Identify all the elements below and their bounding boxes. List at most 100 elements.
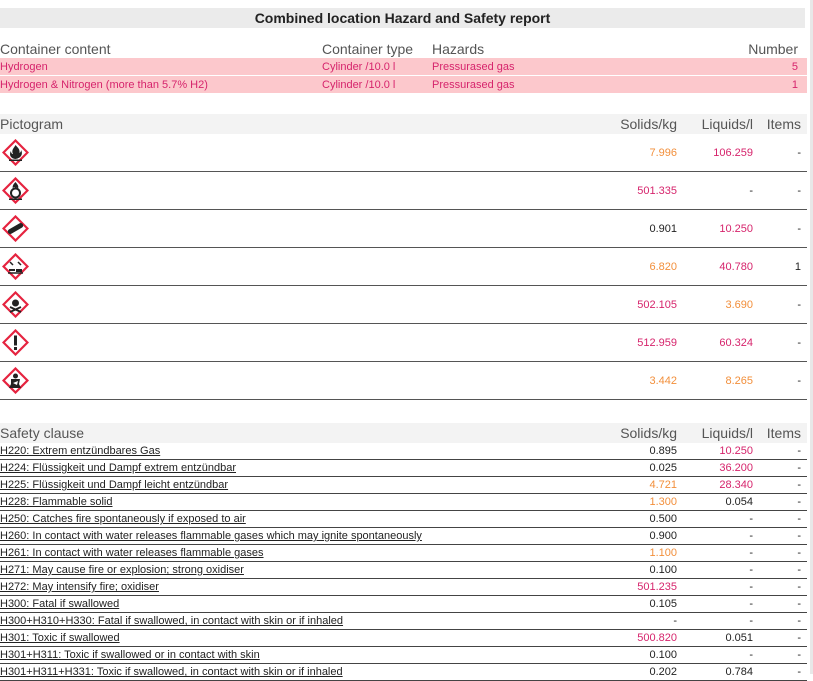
- safety-row: H301+H311: Toxic if swallowed or in cont…: [0, 647, 807, 664]
- safety-solids: 0.895: [649, 445, 677, 457]
- corrosion-icon: [1, 252, 30, 281]
- container-type: Cylinder /10.0 l: [322, 60, 396, 73]
- container-hazard: Pressurased gas: [432, 60, 515, 73]
- safety-solids: 0.100: [649, 564, 677, 576]
- container-number: 1: [791, 78, 798, 91]
- container-row: Hydrogen & Nitrogen (more than 5.7% H2) C…: [0, 76, 807, 94]
- safety-clause-link[interactable]: H250: Catches fire spontaneously if expo…: [0, 513, 246, 525]
- safety-row: H228: Flammable solid 1.300 0.054 -: [0, 494, 807, 511]
- safety-clause-cell: H220: Extrem entzündbares Gas: [0, 445, 605, 457]
- safety-items: -: [797, 581, 801, 593]
- pictogram-cell: [0, 290, 605, 319]
- safety-row: H301+H311+H331: Toxic if swallowed, in c…: [0, 664, 807, 681]
- safety-clause-link[interactable]: H301: Toxic if swallowed: [0, 632, 120, 644]
- safety-row: H271: May cause fire or explosion; stron…: [0, 562, 807, 579]
- safety-row: H250: Catches fire spontaneously if expo…: [0, 511, 807, 528]
- safety-items: -: [797, 513, 801, 525]
- safety-row: H300: Fatal if swallowed 0.105 - -: [0, 596, 807, 613]
- safety-liquids: 0.051: [725, 632, 753, 644]
- container-type: Cylinder /10.0 l: [322, 78, 396, 91]
- safety-clause-cell: H300+H310+H330: Fatal if swallowed, in c…: [0, 615, 605, 627]
- header-container-content: Container content: [0, 41, 111, 57]
- pictogram-liquids: 3.690: [725, 298, 753, 311]
- health-hazard-icon: [1, 366, 30, 395]
- safety-clause-link[interactable]: H301+H311: Toxic if swallowed or in cont…: [0, 649, 260, 661]
- flame-icon: [1, 138, 30, 167]
- safety-items: -: [797, 564, 801, 576]
- pictogram-liquids: 40.780: [719, 260, 753, 273]
- pictogram-items: -: [797, 184, 801, 197]
- safety-solids: 1.100: [649, 547, 677, 559]
- safety-clause-cell: H301: Toxic if swallowed: [0, 632, 605, 644]
- pictogram-liquids: 8.265: [725, 374, 753, 387]
- safety-solids: 0.100: [649, 649, 677, 661]
- pictogram-cell: [0, 366, 605, 395]
- safety-liquids: 36.200: [719, 462, 753, 474]
- container-rows: Hydrogen Cylinder /10.0 l Pressurased gas 5…: [0, 58, 807, 94]
- safety-items: -: [797, 632, 801, 644]
- safety-items: -: [797, 479, 801, 491]
- safety-clause-cell: H224: Flüssigkeit und Dampf extrem entzü…: [0, 462, 605, 474]
- safety-row: H261: In contact with water releases fla…: [0, 545, 807, 562]
- header-solids: Solids/kg: [620, 116, 677, 132]
- container-number: 5: [791, 60, 798, 73]
- safety-clause-link[interactable]: H220: Extrem entzündbares Gas: [0, 445, 161, 457]
- safety-liquids: -: [749, 598, 753, 610]
- safety-clause-link[interactable]: H300+H310+H330: Fatal if swallowed, in c…: [0, 615, 344, 627]
- safety-items: -: [797, 445, 801, 457]
- safety-liquids: 10.250: [719, 445, 753, 457]
- pictogram-solids: 512.959: [637, 336, 677, 349]
- header-items: Items: [766, 425, 801, 441]
- safety-solids: 0.202: [649, 666, 677, 678]
- pictogram-items: 1: [794, 260, 801, 273]
- safety-clause-link[interactable]: H228: Flammable solid: [0, 496, 113, 508]
- pictogram-solids: 501.335: [637, 184, 677, 197]
- safety-clause-cell: H225: Flüssigkeit und Dampf leicht entzü…: [0, 479, 605, 491]
- pictogram-solids: 7.996: [649, 146, 677, 159]
- safety-clause-link[interactable]: H260: In contact with water releases fla…: [0, 530, 422, 542]
- header-liquids: Liquids/l: [701, 425, 753, 441]
- safety-clause-link[interactable]: H225: Flüssigkeit und Dampf leicht entzü…: [0, 479, 229, 491]
- safety-items: -: [797, 462, 801, 474]
- pictogram-items: -: [797, 374, 801, 387]
- pictogram-items: -: [797, 146, 801, 159]
- safety-clause-link[interactable]: H300: Fatal if swallowed: [0, 598, 120, 610]
- pictogram-cell: [0, 176, 605, 205]
- safety-row: H224: Flüssigkeit und Dampf extrem entzü…: [0, 460, 807, 477]
- safety-liquids: -: [749, 649, 753, 661]
- safety-solids: 0.500: [649, 513, 677, 525]
- pictogram-liquids: 106.259: [713, 146, 753, 159]
- safety-items: -: [797, 666, 801, 678]
- safety-clause-link[interactable]: H261: In contact with water releases fla…: [0, 547, 264, 559]
- pictogram-row: 6.820 40.780 1: [0, 248, 807, 286]
- header-hazards: Hazards: [432, 41, 485, 57]
- header-liquids: Liquids/l: [701, 116, 753, 132]
- safety-clause-cell: H301+H311+H331: Toxic if swallowed, in c…: [0, 666, 605, 678]
- pictogram-row: 512.959 60.324 -: [0, 324, 807, 362]
- header-safety-clause: Safety clause: [0, 425, 85, 441]
- pictogram-solids: 0.901: [649, 222, 677, 235]
- safety-clause-cell: H261: In contact with water releases fla…: [0, 547, 605, 559]
- container-content: Hydrogen & Nitrogen (more than 5.7% H2): [0, 78, 208, 91]
- safety-items: -: [797, 496, 801, 508]
- safety-clause-cell: H271: May cause fire or explosion; stron…: [0, 564, 605, 576]
- safety-items: -: [797, 649, 801, 661]
- pictogram-cell: [0, 138, 605, 167]
- safety-row: H225: Flüssigkeit und Dampf leicht entzü…: [0, 477, 807, 494]
- pictogram-row: 7.996 106.259 -: [0, 134, 807, 172]
- safety-clause-link[interactable]: H224: Flüssigkeit und Dampf extrem entzü…: [0, 462, 237, 474]
- pictogram-row: 3.442 8.265 -: [0, 362, 807, 400]
- safety-row: H301: Toxic if swallowed 500.820 0.051 -: [0, 630, 807, 647]
- gas-cylinder-icon: [1, 214, 30, 243]
- safety-liquids: -: [749, 530, 753, 542]
- safety-clause-link[interactable]: H271: May cause fire or explosion; stron…: [0, 564, 244, 576]
- exclamation-mark-icon: [1, 328, 30, 357]
- safety-clause-link[interactable]: H301+H311+H331: Toxic if swallowed, in c…: [0, 666, 343, 678]
- pictogram-liquids: -: [749, 184, 753, 197]
- safety-clause-link[interactable]: H272: May intensify fire; oxidiser: [0, 581, 159, 593]
- pictogram-items: -: [797, 336, 801, 349]
- safety-liquids: 0.054: [725, 496, 753, 508]
- scrollbar[interactable]: [810, 0, 813, 674]
- pictogram-rows: 7.996 106.259 - 501.335 - - 0.901 10.250 - 6.820 4…: [0, 134, 807, 400]
